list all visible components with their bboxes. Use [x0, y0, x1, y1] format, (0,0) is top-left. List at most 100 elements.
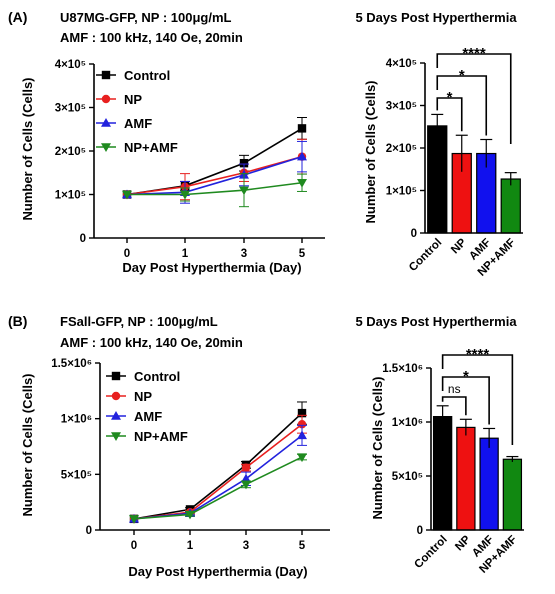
y-tick-label: 0 [80, 233, 86, 245]
condition-line-2-b: AMF : 100 kHz, 140 Oe, 20min [60, 335, 243, 350]
series-line [126, 155, 303, 196]
data-point [239, 158, 249, 168]
y-tick-label: 4×10⁵ [55, 59, 86, 71]
bar-y-tick-label: 0 [411, 228, 417, 240]
y-tick-label: 1×10⁶ [61, 414, 92, 426]
legend: Control NP AMF NP+AMF [106, 369, 188, 444]
legend-marker [101, 70, 111, 80]
bar-control [432, 416, 453, 531]
bar-category-label: Control [412, 534, 449, 571]
legend-entry: NP [124, 92, 142, 107]
bar-y-tick-label: 3×10⁵ [386, 101, 417, 113]
series-line [133, 434, 303, 520]
significance-label: ns [448, 382, 461, 396]
x-tick-label: 3 [243, 540, 249, 552]
significance-bracket [441, 396, 467, 416]
legend-marker [111, 391, 121, 401]
bar-y-tick-label: 4×10⁵ [386, 58, 417, 70]
y-axis-label-a: Number of Cells (Cells) [20, 77, 35, 220]
data-point [297, 453, 307, 463]
bar-title-a: 5 Days Post Hyperthermia [355, 10, 517, 25]
line-plot-b: 0 5×10⁵ 1×10⁶ 1.5×10⁶ 0 1 3 5 Control NP AMF NP+AMF [51, 358, 330, 552]
bar-title-b: 5 Days Post Hyperthermia [355, 314, 517, 329]
x-tick-label: 0 [131, 540, 137, 552]
significance-label: **** [462, 45, 486, 62]
series-line [133, 412, 303, 520]
data-point [129, 515, 139, 524]
significance-bracket [436, 53, 512, 144]
x-axis-label-a: Day Post Hyperthermia (Day) [122, 260, 301, 275]
legend-marker [101, 94, 111, 104]
data-point [122, 190, 132, 200]
legend-marker [101, 118, 111, 127]
series-np-amf [122, 173, 307, 208]
y-tick-label: 5×10⁵ [61, 469, 92, 481]
data-point [297, 420, 307, 429]
data-point [297, 430, 307, 440]
condition-line-1-a: U87MG-GFP, NP : 100μg/mL [60, 10, 232, 25]
bar-y-tick-label: 1×10⁶ [392, 417, 423, 429]
bar-y-axis-label-b: Number of Cells (Cells) [370, 376, 385, 519]
y-tick-label: 3×10⁵ [55, 103, 86, 115]
data-point [241, 480, 251, 490]
bar-y-tick-label: 1×10⁵ [386, 186, 417, 198]
data-point [185, 510, 195, 520]
bar-chart-a: 5 Days Post Hyperthermia Number of Cells… [355, 10, 523, 279]
y-tick-label: 0 [86, 525, 92, 537]
legend-entry: Control [124, 68, 170, 83]
legend-entry: NP+AMF [134, 429, 188, 444]
data-point [239, 186, 249, 196]
data-point [297, 179, 307, 188]
legend-marker [111, 411, 121, 420]
series-np-amf [129, 453, 307, 524]
x-tick-label: 1 [182, 248, 189, 260]
x-tick-label: 1 [187, 540, 194, 552]
bar-category-label: Control [407, 237, 444, 274]
significance-bracket [436, 97, 463, 132]
series-line [126, 127, 303, 196]
x-tick-label: 5 [299, 248, 306, 260]
line-chart-b: Number of Cells (Cells) Day Post Hyperth… [20, 358, 330, 579]
legend-entry: Control [134, 369, 180, 384]
panel-a: (A) U87MG-GFP, NP : 100μg/mL AMF : 100 k… [8, 9, 523, 279]
legend-entry: AMF [134, 409, 162, 424]
y-tick-label: 1×10⁵ [55, 190, 86, 202]
significance-bracket [436, 75, 488, 136]
data-point [297, 408, 307, 418]
legend-entry: NP [134, 389, 152, 404]
significance-label: * [459, 67, 465, 84]
bar-category-label: NP [449, 236, 469, 256]
panel-label-b: (B) [8, 313, 27, 329]
legend-entry: NP+AMF [124, 140, 178, 155]
legend-marker [111, 432, 121, 441]
legend-entry: AMF [124, 116, 152, 131]
significance-bracket [441, 376, 490, 425]
significance-label: * [463, 368, 469, 385]
x-tick-label: 3 [241, 248, 247, 260]
bar-y-tick-label: 1.5×10⁶ [382, 363, 423, 375]
line-chart-a: Number of Cells (Cells) Day Post Hyperth… [20, 59, 325, 275]
legend-marker [111, 371, 121, 381]
bar-amf [479, 437, 499, 531]
bar-np [456, 426, 476, 531]
y-axis-label-b: Number of Cells (Cells) [20, 373, 35, 516]
data-point [241, 463, 251, 472]
bar-control [427, 125, 448, 234]
line-plot-a: 0 1×10⁵ 2×10⁵ 3×10⁵ 4×10⁵ 0 1 3 5 Control NP AMF NP+… [55, 59, 325, 260]
y-tick-label: 1.5×10⁶ [51, 358, 92, 370]
series-line [127, 181, 303, 196]
x-tick-label: 5 [299, 540, 306, 552]
series-line [126, 155, 303, 196]
bar-np-amf [500, 178, 521, 234]
bar-y-tick-label: 0 [417, 525, 423, 537]
panel-label-a: (A) [8, 9, 27, 25]
series-line [133, 456, 303, 520]
panel-b: (B) FSall-GFP, NP : 100μg/mL AMF : 100 k… [8, 313, 524, 579]
bar-y-tick-label: 5×10⁵ [392, 471, 423, 483]
data-point [180, 190, 190, 200]
bar-chart-b: 5 Days Post Hyperthermia Number of Cells… [355, 314, 524, 576]
condition-line-2-a: AMF : 100 kHz, 140 Oe, 20min [60, 30, 243, 45]
